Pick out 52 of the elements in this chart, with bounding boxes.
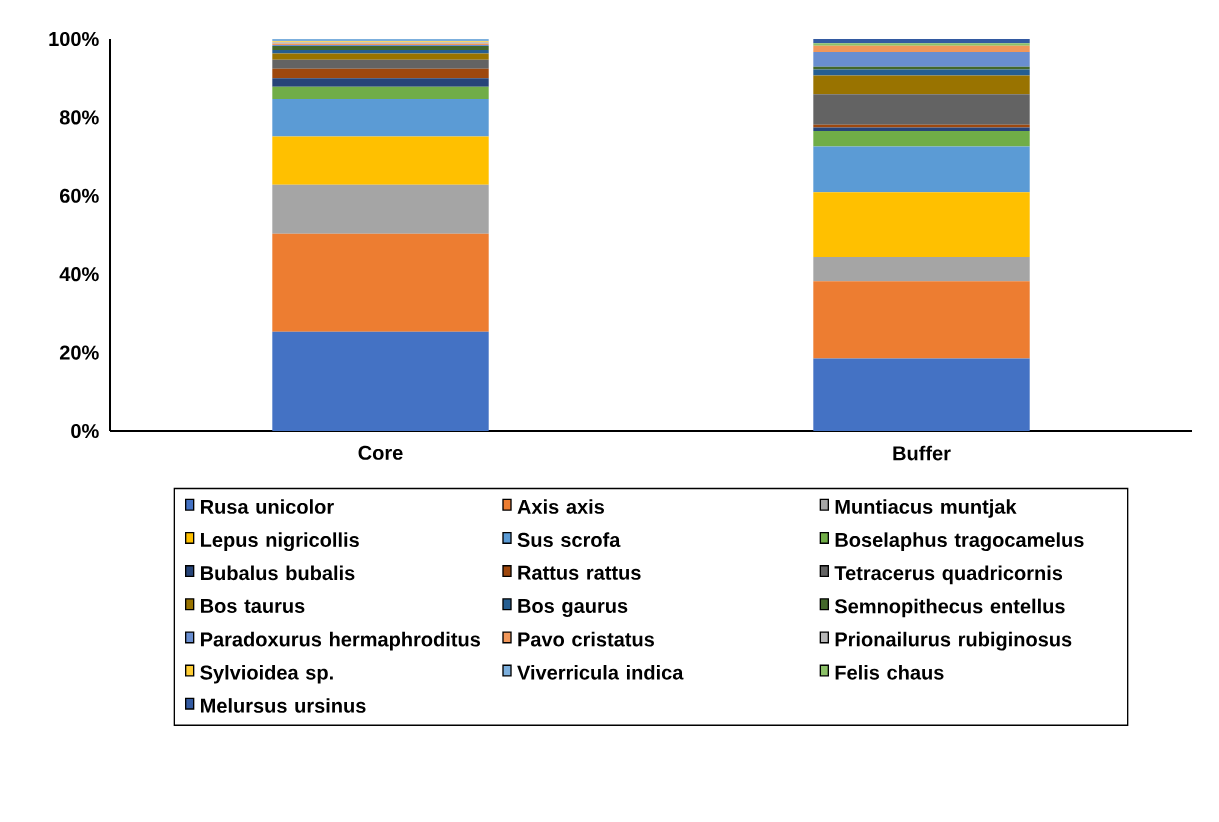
y-tick-label: 80%	[59, 110, 99, 125]
bar	[813, 124, 1030, 128]
bar	[272, 68, 489, 79]
bar	[813, 146, 1030, 193]
x-tick-label: Core	[358, 445, 403, 460]
legend-label: Muntiacus muntjak	[835, 499, 1017, 518]
legend-label: Melursus ursinus	[201, 698, 366, 713]
bar	[272, 233, 489, 332]
bar	[813, 256, 1030, 282]
legend-label: Rusa unicolor	[201, 499, 334, 514]
bar	[813, 358, 1030, 431]
legend-label: Viverricula indica	[517, 664, 684, 680]
bar	[813, 66, 1030, 70]
legend-label: Bos taurus	[201, 599, 305, 613]
bar	[272, 53, 489, 60]
bar	[813, 75, 1030, 95]
legend-label: Lepus nigricollis	[201, 532, 359, 552]
bar	[272, 136, 489, 185]
bar	[272, 78, 489, 87]
legend-label: Paradoxurus hermaphroditus	[201, 631, 480, 651]
bar	[813, 43, 1030, 46]
legend-label: Pavo cristatus	[518, 631, 654, 647]
y-tick-label: 100%	[49, 31, 99, 47]
bar	[272, 331, 489, 431]
bar	[272, 184, 489, 234]
legend-label: Sylvioidea sp.	[200, 664, 333, 684]
legend-label: Rattus rattus	[518, 565, 641, 580]
legend-label: Prionailurus rubiginosus	[835, 631, 1072, 651]
bar	[813, 39, 1030, 44]
legend-label: Sus scrofa	[517, 532, 621, 548]
bar	[813, 192, 1030, 257]
legend-label: Boselaphus tragocamelus	[835, 532, 1084, 552]
legend-label: Bubalus bubalis	[201, 565, 355, 581]
y-tick-label: 40%	[59, 267, 99, 282]
bar	[813, 51, 1030, 67]
y-tick-label: 0%	[71, 423, 99, 439]
legend-label: Felis chaus	[835, 664, 944, 680]
bar	[272, 59, 489, 69]
y-tick-label: 60%	[60, 188, 99, 203]
bar	[272, 98, 489, 137]
bar	[813, 131, 1030, 147]
y-tick-label: 20%	[59, 345, 99, 360]
bar	[272, 49, 489, 54]
bar	[813, 281, 1030, 359]
bar	[813, 45, 1030, 52]
bar	[813, 94, 1030, 125]
bar	[272, 86, 489, 99]
legend-label: Bos gaurus	[518, 599, 628, 618]
x-tick-label: Buffer	[893, 445, 951, 461]
legend-label: Semnopithecus entellus	[834, 598, 1065, 618]
legend-label: Tetracerus quadricornis	[834, 565, 1063, 585]
legend-label: Axis axis	[517, 499, 604, 514]
